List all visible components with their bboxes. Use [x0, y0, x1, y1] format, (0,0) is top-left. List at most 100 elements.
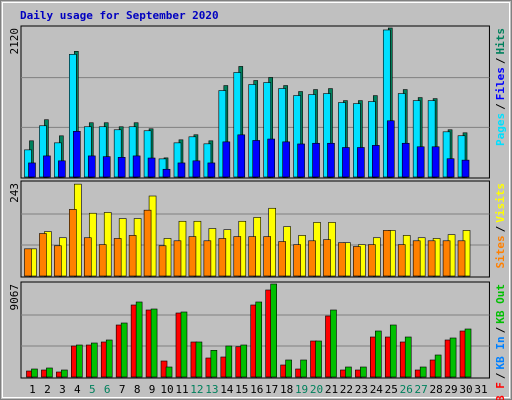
bar — [412, 240, 421, 277]
bar — [192, 160, 201, 178]
x-tick-label: 20 — [310, 383, 323, 396]
bar — [446, 158, 455, 178]
x-tick-label: 26 — [400, 383, 413, 396]
bar — [375, 330, 382, 378]
bar — [61, 369, 68, 378]
bar — [368, 101, 376, 178]
bar — [240, 344, 248, 378]
bar — [278, 241, 286, 277]
x-tick-label: 22 — [340, 383, 353, 396]
bar — [117, 157, 126, 178]
y-tick-label: 9067 — [8, 284, 21, 311]
bar — [382, 230, 391, 277]
bar — [132, 155, 141, 178]
legend-separator: / — [494, 225, 507, 232]
bar — [43, 155, 51, 178]
bar — [353, 103, 361, 178]
x-tick-label: 19 — [295, 383, 308, 396]
bar — [188, 136, 197, 178]
bar — [237, 134, 246, 178]
x-tick-label: 3 — [59, 383, 66, 396]
bar — [73, 131, 81, 178]
bar — [434, 354, 442, 378]
bar — [401, 142, 410, 178]
legend-separator: / — [494, 326, 507, 333]
bar — [323, 239, 331, 277]
bar — [128, 126, 137, 178]
x-tick-label: 27 — [415, 383, 428, 396]
bar — [389, 324, 397, 378]
bar — [54, 142, 62, 178]
legend: Sites / Visits — [494, 183, 507, 269]
bar — [143, 209, 152, 277]
x-tick-label: 29 — [444, 383, 457, 396]
bar — [173, 142, 182, 178]
bar — [103, 212, 112, 277]
legend-entry: Files — [494, 67, 507, 100]
bar — [69, 54, 77, 178]
bar — [360, 366, 367, 378]
y-tick-label: 243 — [8, 183, 21, 203]
bar — [31, 368, 38, 378]
bar — [39, 233, 47, 277]
bar — [327, 142, 335, 178]
bar — [323, 93, 331, 178]
x-tick-label: 24 — [370, 383, 384, 396]
bar — [195, 341, 203, 378]
x-tick-label: 8 — [134, 383, 141, 396]
bar — [225, 345, 233, 378]
bar — [162, 168, 171, 178]
x-tick-label: 13 — [205, 383, 218, 396]
bar — [210, 350, 218, 378]
bar — [308, 240, 316, 277]
bar — [300, 359, 307, 378]
bar — [338, 102, 346, 178]
legend-separator: / — [494, 57, 507, 64]
x-tick-label: 17 — [265, 383, 278, 396]
bar — [457, 135, 466, 178]
bar — [382, 29, 391, 178]
bar — [113, 238, 122, 277]
x-tick-label: 9 — [149, 383, 156, 396]
x-tick-label: 15 — [235, 383, 248, 396]
legend-entry: Sites — [494, 235, 507, 268]
bar — [207, 162, 216, 178]
bar — [372, 145, 380, 178]
bar — [368, 244, 376, 277]
bar — [203, 240, 212, 277]
bar — [293, 95, 301, 178]
bar — [218, 238, 227, 277]
x-tick-label: 5 — [89, 383, 96, 396]
bar — [427, 100, 436, 178]
bar — [28, 162, 36, 178]
x-tick-label: 10 — [160, 383, 173, 396]
bar — [330, 309, 337, 378]
x-tick-label: 16 — [250, 383, 263, 396]
bar — [105, 339, 113, 378]
bar — [353, 246, 361, 277]
bar — [177, 162, 186, 178]
legend-entry: KB F — [494, 382, 507, 400]
x-tick-label: 12 — [190, 383, 203, 396]
legend-entry: KB In — [494, 336, 507, 369]
bar — [222, 141, 231, 178]
bar — [143, 130, 152, 178]
bar — [431, 146, 440, 178]
bar — [98, 126, 107, 178]
bar — [87, 155, 96, 178]
x-tick-label: 11 — [175, 383, 188, 396]
bar — [312, 142, 320, 178]
bar — [165, 366, 173, 378]
y-tick-label: 2120 — [8, 28, 21, 55]
bar — [442, 131, 451, 178]
bar — [397, 244, 406, 277]
bar — [150, 308, 158, 378]
bar — [278, 88, 286, 178]
bar — [338, 242, 346, 277]
bar — [345, 366, 352, 378]
x-tick-label: 30 — [459, 383, 472, 396]
bar — [263, 236, 271, 277]
bar — [404, 336, 412, 378]
x-tick-label: 31 — [474, 383, 487, 396]
